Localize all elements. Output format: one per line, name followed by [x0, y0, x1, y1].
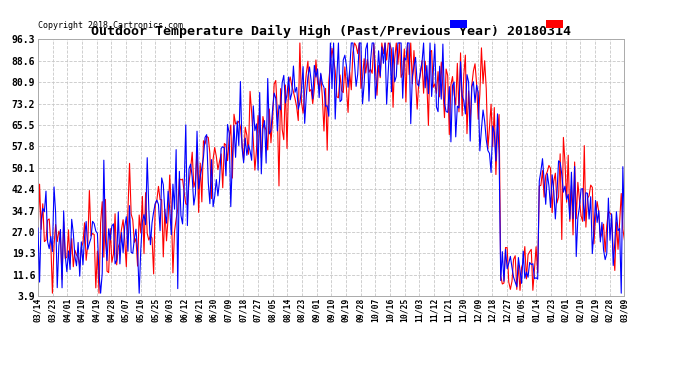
Title: Outdoor Temperature Daily High (Past/Previous Year) 20180314: Outdoor Temperature Daily High (Past/Pre… — [91, 25, 571, 38]
Legend: Previous  (°F), Past  (°F): Previous (°F), Past (°F) — [448, 18, 620, 31]
Text: Copyright 2018 Cartronics.com: Copyright 2018 Cartronics.com — [38, 21, 183, 30]
